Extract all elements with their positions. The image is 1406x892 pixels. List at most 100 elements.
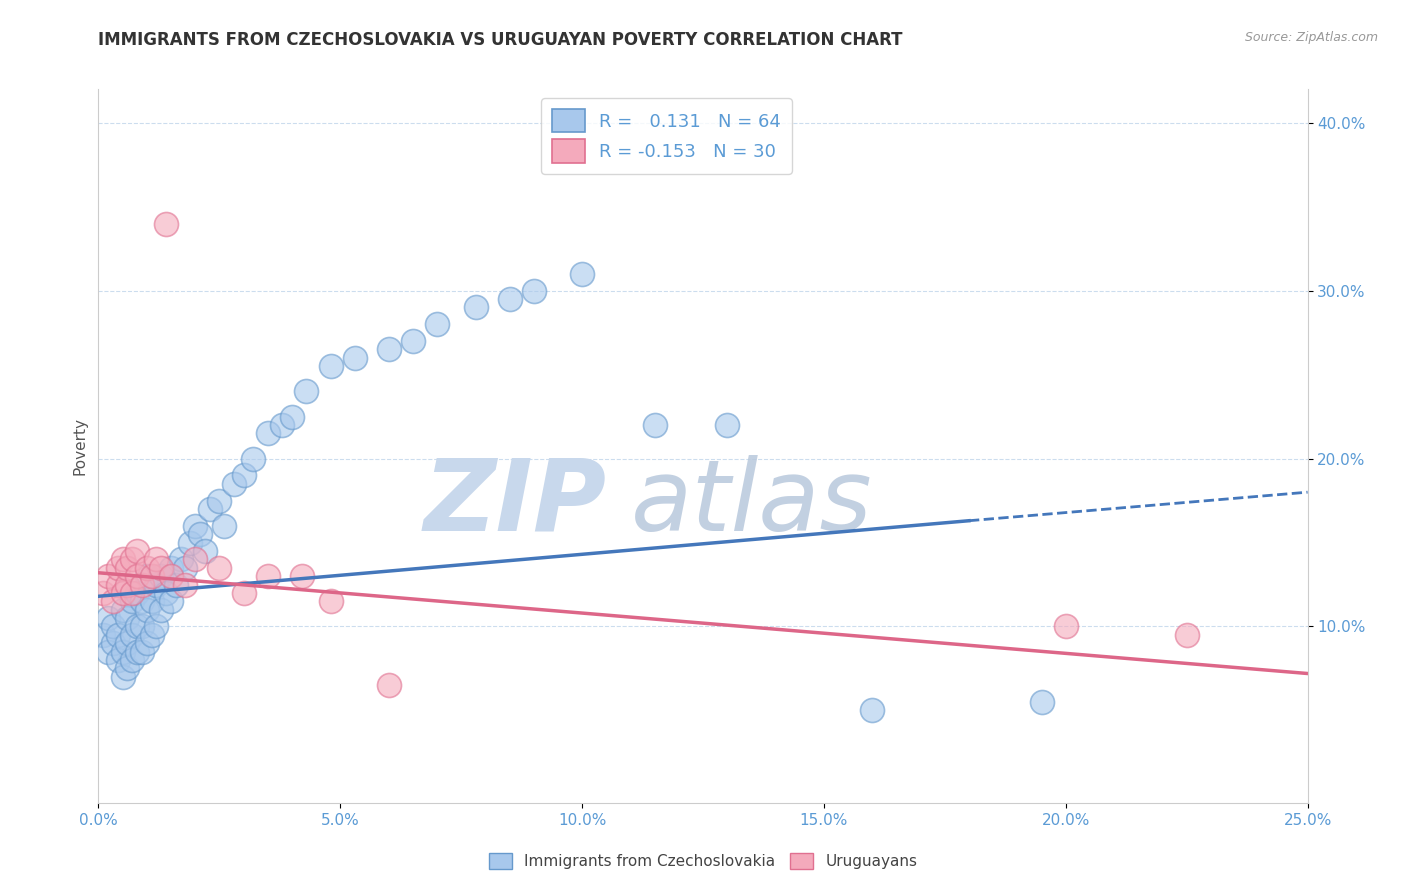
Point — [131, 619, 153, 633]
Text: Source: ZipAtlas.com: Source: ZipAtlas.com — [1244, 31, 1378, 45]
Point — [91, 628, 114, 642]
Point — [256, 426, 278, 441]
Point — [107, 560, 129, 574]
Point — [179, 535, 201, 549]
Point — [295, 384, 318, 399]
Point — [523, 284, 546, 298]
Point — [97, 611, 120, 625]
Point — [464, 301, 486, 315]
Point — [281, 409, 304, 424]
Point — [107, 628, 129, 642]
Point — [343, 351, 366, 365]
Point — [402, 334, 425, 348]
Y-axis label: Poverty: Poverty — [72, 417, 87, 475]
Point — [174, 560, 197, 574]
Point — [242, 451, 264, 466]
Point — [150, 560, 173, 574]
Point — [1031, 695, 1053, 709]
Point — [145, 577, 167, 591]
Point — [97, 569, 120, 583]
Point — [165, 577, 187, 591]
Point — [101, 619, 124, 633]
Point — [160, 594, 183, 608]
Point — [377, 678, 399, 692]
Point — [121, 586, 143, 600]
Point — [135, 636, 157, 650]
Point — [145, 552, 167, 566]
Point — [127, 544, 149, 558]
Point — [141, 594, 163, 608]
Point — [184, 552, 207, 566]
Point — [155, 586, 177, 600]
Point — [426, 318, 449, 332]
Point — [111, 603, 134, 617]
Point — [117, 611, 139, 625]
Point — [101, 636, 124, 650]
Point — [107, 653, 129, 667]
Point — [498, 292, 520, 306]
Point — [131, 645, 153, 659]
Point — [188, 527, 211, 541]
Point — [1054, 619, 1077, 633]
Point — [111, 586, 134, 600]
Point — [117, 577, 139, 591]
Point — [91, 586, 114, 600]
Point — [860, 703, 883, 717]
Point — [222, 476, 245, 491]
Text: atlas: atlas — [630, 455, 872, 551]
Point — [150, 569, 173, 583]
Point — [135, 603, 157, 617]
Legend: Immigrants from Czechoslovakia, Uruguayans: Immigrants from Czechoslovakia, Uruguaya… — [482, 847, 924, 875]
Point — [194, 544, 217, 558]
Point — [256, 569, 278, 583]
Point — [271, 417, 294, 432]
Point — [155, 217, 177, 231]
Point — [377, 343, 399, 357]
Point — [121, 594, 143, 608]
Point — [131, 577, 153, 591]
Point — [198, 502, 221, 516]
Point — [121, 653, 143, 667]
Point — [101, 594, 124, 608]
Point — [127, 569, 149, 583]
Point — [174, 577, 197, 591]
Point — [107, 577, 129, 591]
Point — [135, 560, 157, 574]
Point — [150, 603, 173, 617]
Point — [117, 636, 139, 650]
Point — [145, 619, 167, 633]
Point — [135, 569, 157, 583]
Point — [97, 645, 120, 659]
Point — [141, 628, 163, 642]
Point — [117, 560, 139, 574]
Point — [290, 569, 312, 583]
Text: ZIP: ZIP — [423, 455, 606, 551]
Point — [319, 594, 342, 608]
Point — [232, 468, 254, 483]
Point — [208, 560, 231, 574]
Point — [1175, 628, 1198, 642]
Point — [571, 267, 593, 281]
Point — [121, 552, 143, 566]
Point — [127, 645, 149, 659]
Point — [111, 670, 134, 684]
Point — [121, 628, 143, 642]
Point — [319, 359, 342, 374]
Point — [644, 417, 666, 432]
Point — [160, 569, 183, 583]
Point — [184, 518, 207, 533]
Point — [127, 619, 149, 633]
Point — [169, 552, 191, 566]
Point — [232, 586, 254, 600]
Legend: R =   0.131   N = 64, R = -0.153   N = 30: R = 0.131 N = 64, R = -0.153 N = 30 — [541, 98, 792, 174]
Point — [141, 569, 163, 583]
Point — [111, 645, 134, 659]
Text: IMMIGRANTS FROM CZECHOSLOVAKIA VS URUGUAYAN POVERTY CORRELATION CHART: IMMIGRANTS FROM CZECHOSLOVAKIA VS URUGUA… — [98, 31, 903, 49]
Point — [117, 661, 139, 675]
Point — [716, 417, 738, 432]
Point — [131, 594, 153, 608]
Point — [212, 518, 235, 533]
Point — [111, 552, 134, 566]
Point — [208, 493, 231, 508]
Point — [160, 560, 183, 574]
